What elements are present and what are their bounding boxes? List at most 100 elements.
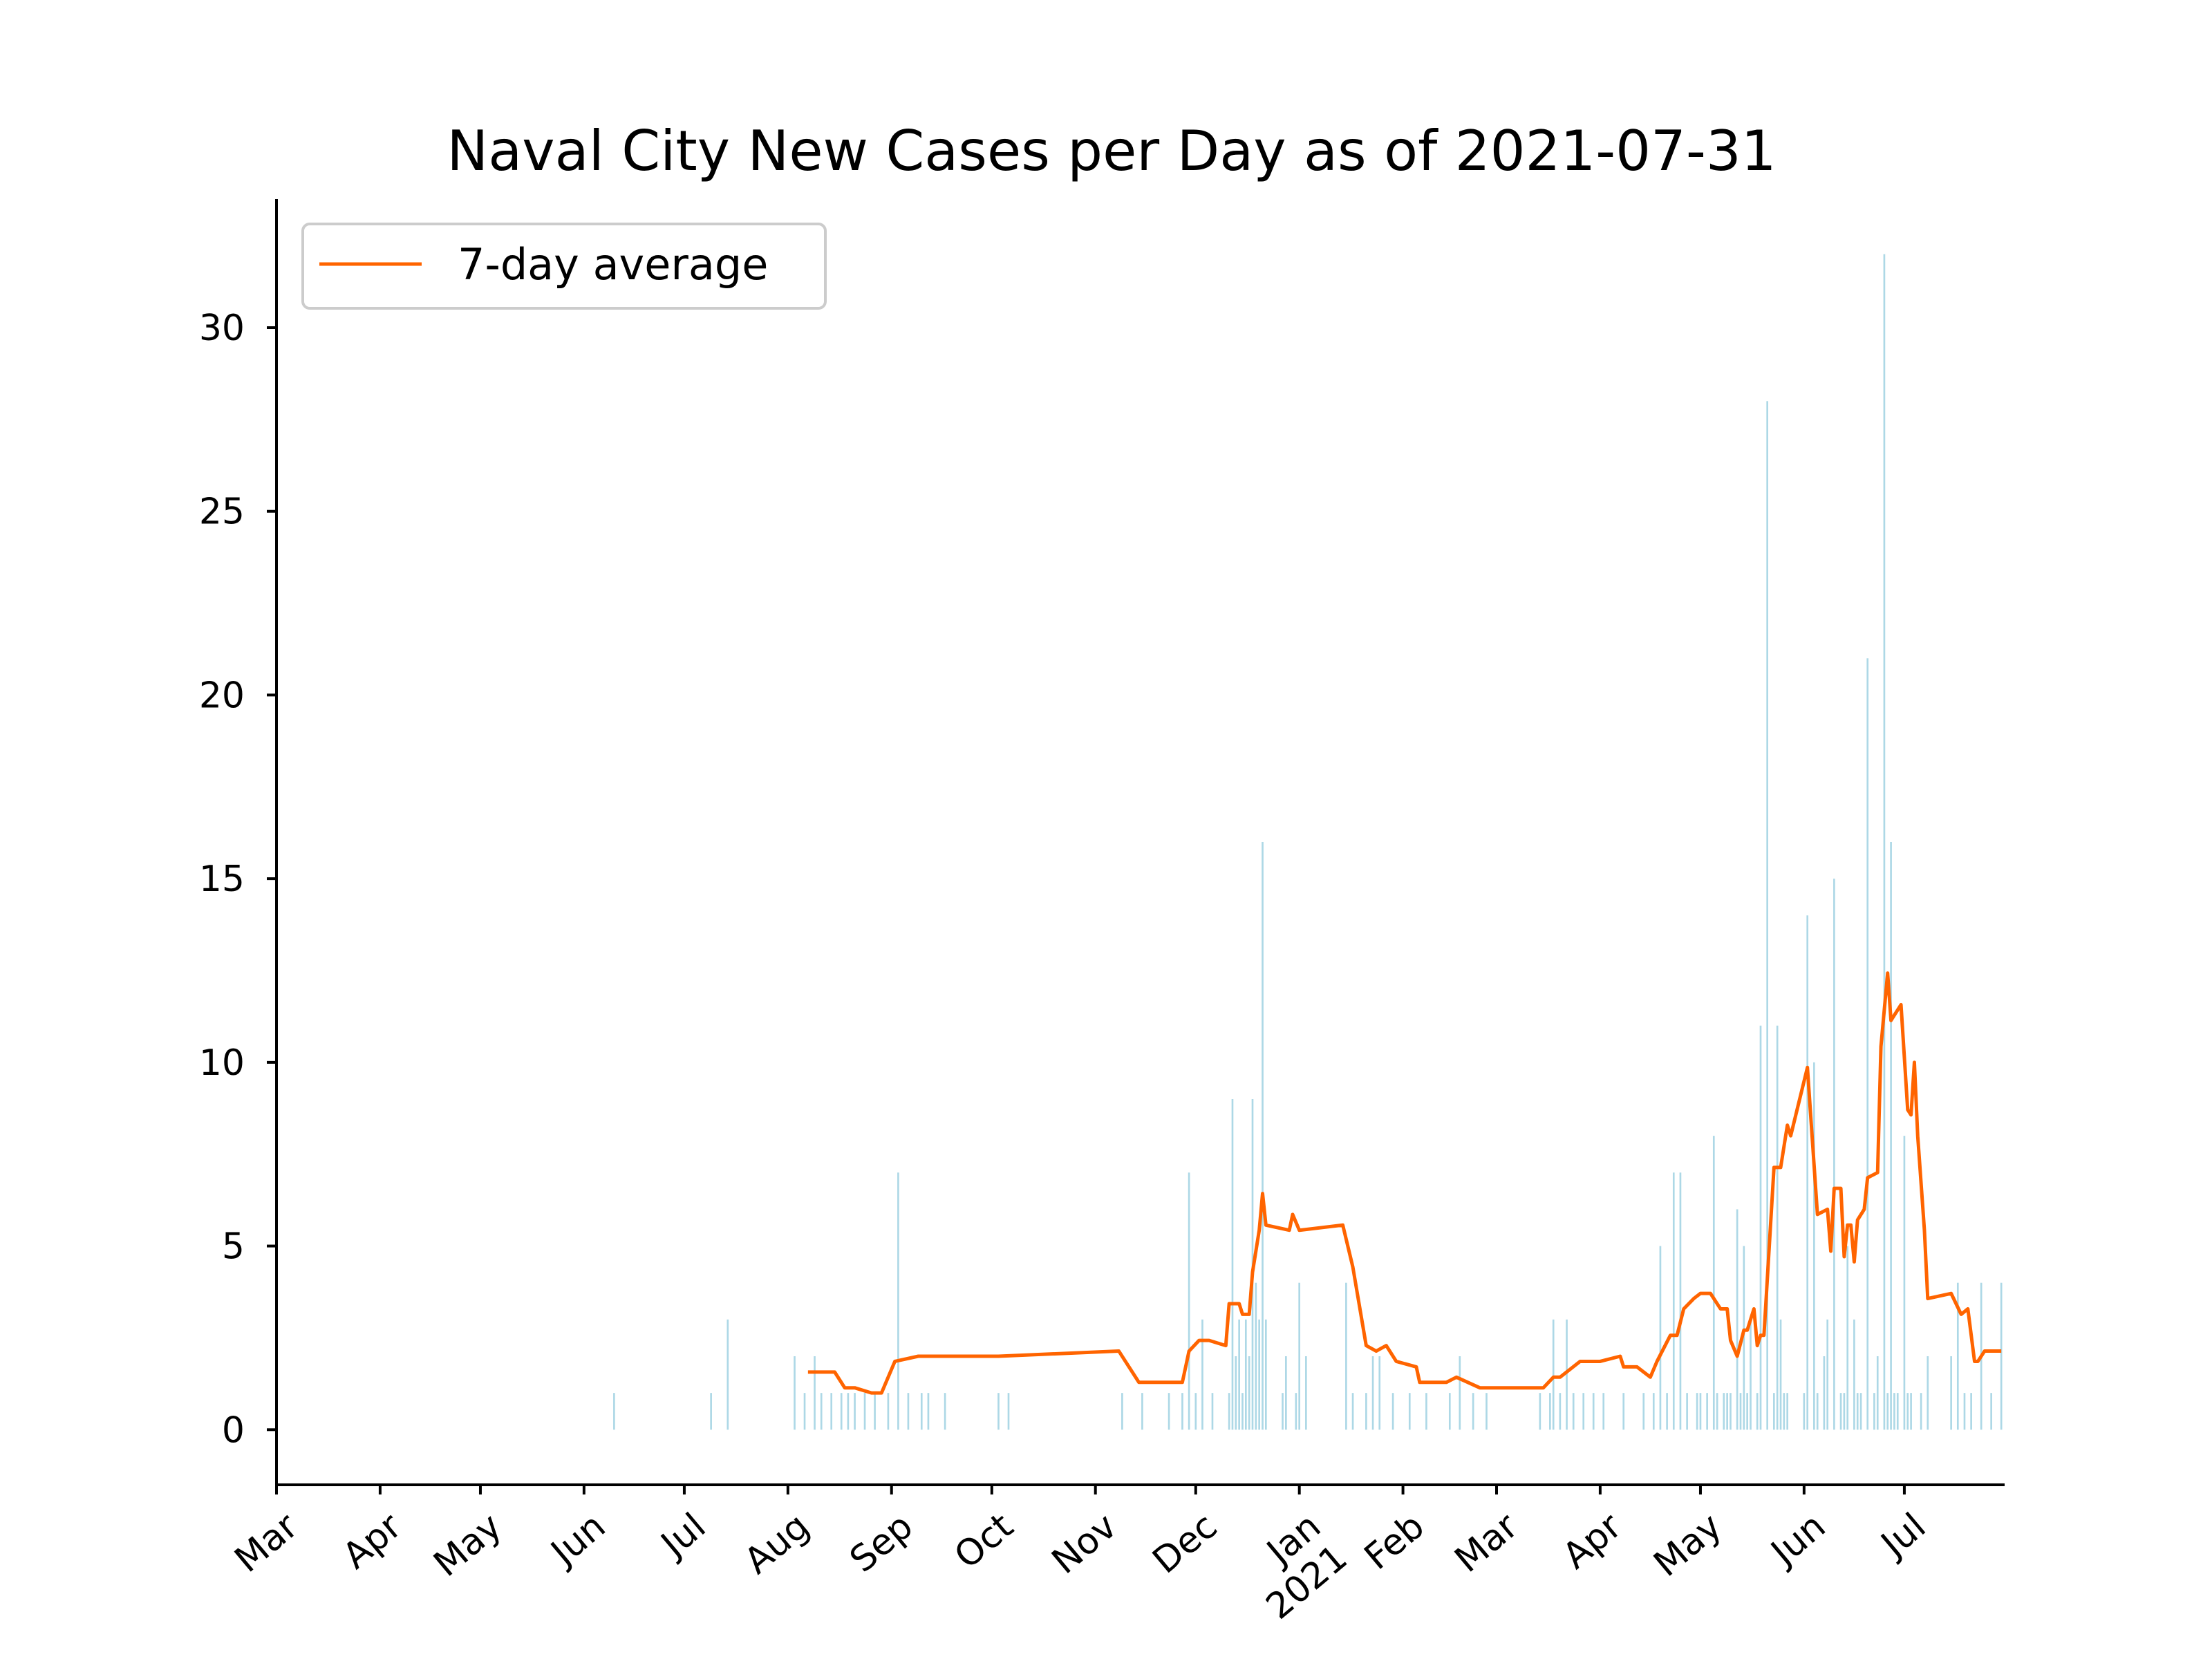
legend-box [301,223,827,310]
daily-bar-2021-01-25 [1378,1356,1381,1430]
daily-bar-2021-05-18 [1756,1393,1759,1430]
daily-bar-2021-01-23 [1371,1356,1374,1430]
daily-bar-2021-07-27 [1990,1393,1992,1430]
daily-bar-2020-07-09 [710,1393,712,1430]
daily-bar-2021-04-25 [1679,1172,1682,1430]
daily-bar-2020-09-03 [897,1172,899,1430]
daily-bar-2020-11-15 [1141,1393,1143,1430]
daily-bar-2021-07-08 [1927,1356,1929,1430]
daily-bar-2020-08-31 [887,1393,890,1430]
daily-bar-2021-05-25 [1779,1319,1782,1430]
daily-bar-2020-11-27 [1181,1393,1183,1430]
daily-bar-2021-04-02 [1602,1393,1605,1430]
daily-bar-2020-12-14 [1238,1319,1240,1430]
daily-bar-2020-08-06 [803,1393,806,1430]
daily-bar-2020-12-01 [1194,1393,1197,1430]
daily-bar-2021-05-14 [1743,1246,1745,1430]
daily-bar-2021-04-17 [1652,1393,1655,1430]
daily-bar-2020-11-29 [1188,1172,1190,1430]
daily-bar-2021-07-17 [1956,1282,1959,1430]
daily-bar-2021-07-06 [1920,1393,1922,1430]
y-axis-ticks: 0 5 10 15 20 25 30 [199,308,276,1451]
daily-bar-2021-05-05 [1712,1136,1715,1430]
daily-bar-2021-06-10 [1833,879,1835,1430]
legend-label-7-day-average: 7-day average [458,239,768,290]
daily-bar-2021-01-29 [1391,1393,1394,1430]
daily-bar-2021-05-01 [1699,1393,1702,1430]
y-tick-label-30: 30 [199,308,245,349]
daily-bar-2021-04-30 [1696,1393,1698,1430]
daily-bar-2021-04-08 [1622,1393,1625,1430]
daily-bar-2020-08-14 [830,1393,833,1430]
daily-bar-2020-12-12 [1231,1099,1234,1430]
daily-bar-2021-02-26 [1485,1393,1488,1430]
daily-bar-2021-03-22 [1566,1319,1568,1430]
daily-bar-2020-08-21 [854,1393,856,1430]
daily-bar-2021-04-14 [1642,1393,1645,1430]
seven-day-average-layer [807,971,2002,1395]
daily-bar-2021-06-18 [1859,1393,1862,1430]
daily-bar-2021-01-15 [1345,1282,1347,1430]
daily-bar-2021-06-05 [1816,1393,1819,1430]
daily-bar-2021-05-21 [1766,401,1768,1430]
daily-bar-2020-12-27 [1282,1393,1284,1430]
daily-bar-2021-07-21 [1970,1393,1972,1430]
daily-bar-2021-05-26 [1783,1393,1785,1430]
daily-bar-2020-08-19 [847,1393,850,1430]
daily-bar-2021-05-12 [1736,1209,1738,1430]
y-tick-label-10: 10 [199,1042,245,1084]
daily-bar-2021-02-18 [1459,1356,1461,1430]
daily-bar-2021-05-15 [1746,1393,1748,1430]
daily-bar-2020-09-10 [920,1393,923,1430]
daily-bar-2021-02-15 [1448,1393,1451,1430]
daily-bar-2020-11-09 [1121,1393,1123,1430]
daily-bar-2020-10-03 [997,1393,1000,1430]
daily-bar-2021-02-22 [1472,1393,1474,1430]
daily-bar-2020-07-14 [727,1319,729,1430]
daily-bar-2021-03-20 [1559,1393,1562,1430]
daily-bar-2020-12-31 [1295,1393,1297,1430]
daily-bar-2021-05-16 [1750,1319,1752,1430]
daily-bar-2021-04-21 [1666,1393,1668,1430]
daily-bar-2021-06-13 [1843,1393,1846,1430]
daily-bar-2021-05-10 [1730,1393,1732,1430]
x-tick-label-2021-01-01: Jan2021 [1232,1506,1355,1628]
daily-bar-2021-01-01 [1298,1282,1301,1430]
daily-bar-2021-06-22 [1873,1393,1875,1430]
daily-bar-2020-12-17 [1248,1356,1250,1430]
daily-bar-2020-12-19 [1255,1282,1257,1430]
daily-bar-2021-02-08 [1425,1393,1427,1430]
daily-bar-2020-08-03 [794,1356,796,1430]
daily-bar-2020-09-06 [907,1393,910,1430]
legend: 7-day average [301,223,827,310]
y-tick-label-0: 0 [222,1409,245,1451]
daily-bar-2021-03-17 [1549,1393,1551,1430]
daily-bar-2021-07-03 [1910,1393,1912,1430]
daily-bar-2020-12-22 [1265,1319,1267,1430]
daily-bar-2020-12-11 [1228,1393,1230,1430]
daily-bar-2021-06-02 [1806,915,1809,1430]
daily-cases-bars [613,254,2003,1430]
daily-bar-2021-06-28 [1893,1393,1895,1430]
daily-bar-2020-12-06 [1211,1393,1214,1430]
daily-bar-2020-12-20 [1258,1319,1260,1430]
daily-bar-2020-08-09 [814,1356,816,1430]
daily-bar-2021-05-06 [1716,1393,1718,1430]
daily-bar-2021-05-09 [1726,1393,1728,1430]
daily-bar-2021-01-21 [1365,1393,1367,1430]
daily-bar-2021-05-13 [1739,1393,1742,1430]
daily-bar-2021-06-14 [1846,1246,1849,1430]
daily-bar-2020-12-13 [1235,1356,1237,1430]
daily-bar-2021-07-01 [1903,1136,1906,1430]
daily-bar-2021-07-30 [2000,1282,2003,1430]
daily-bar-2021-06-04 [1813,1062,1815,1430]
daily-bar-2020-08-11 [820,1393,823,1430]
daily-bar-2020-12-16 [1244,1319,1247,1430]
daily-bar-2020-12-21 [1262,842,1264,1430]
daily-bar-2021-05-24 [1776,1025,1779,1430]
daily-bar-2021-06-12 [1839,1393,1842,1430]
daily-bar-2020-08-24 [863,1393,866,1430]
daily-bar-2020-12-28 [1285,1356,1287,1430]
daily-bar-2021-06-26 [1886,1393,1889,1430]
